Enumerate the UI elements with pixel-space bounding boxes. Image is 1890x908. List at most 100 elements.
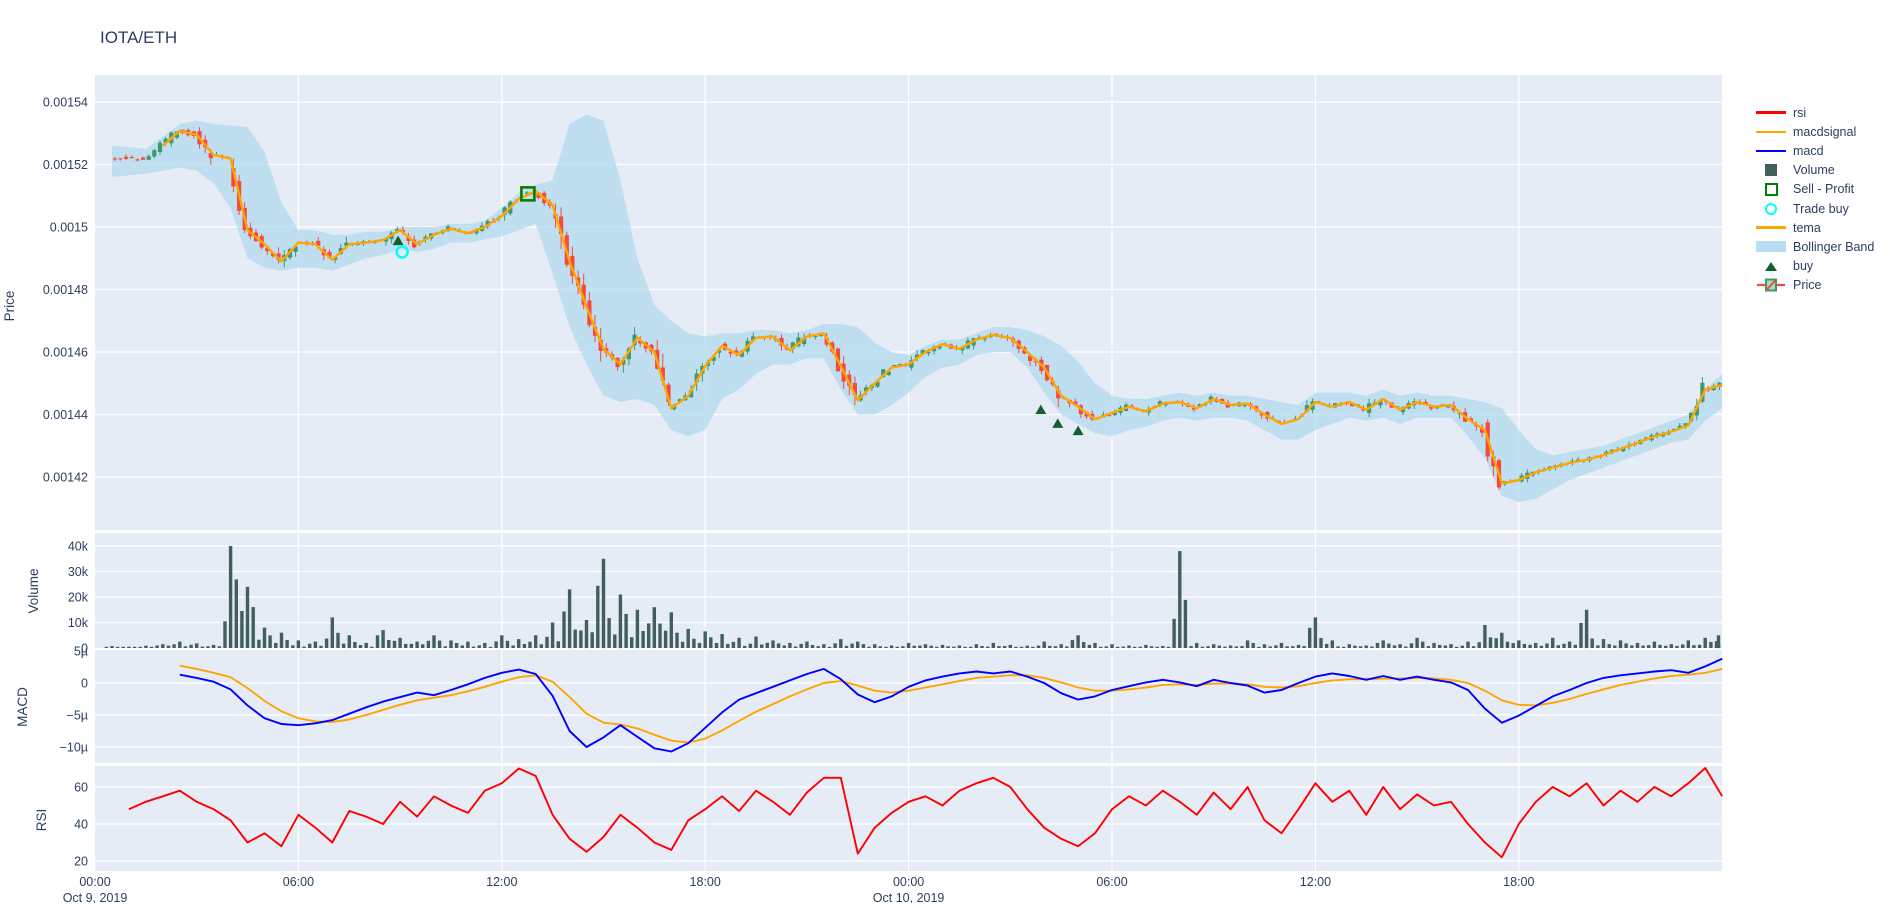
volume-bar xyxy=(1330,640,1334,649)
candle-body xyxy=(536,192,541,198)
candle-body xyxy=(1242,405,1247,407)
volume-ytick: 40k xyxy=(68,540,89,554)
volume-bar xyxy=(1652,641,1657,648)
volume-bar xyxy=(149,646,154,648)
candle-body xyxy=(157,142,163,152)
volume-bar xyxy=(675,632,679,648)
candle-body xyxy=(265,247,270,252)
price-ytick: 0.00144 xyxy=(43,408,88,422)
volume-bar xyxy=(1195,642,1199,648)
legend-item-label: Bollinger Band xyxy=(1793,239,1875,254)
volume-bar xyxy=(1505,641,1510,648)
legend-item-trade-buy[interactable]: Trade buy xyxy=(1756,199,1874,218)
volume-bar xyxy=(765,642,769,648)
volume-bar xyxy=(810,645,815,648)
legend-item-sell-profit[interactable]: Sell - Profit xyxy=(1756,180,1874,199)
volume-bar xyxy=(635,609,640,649)
volume-bar xyxy=(1302,646,1306,648)
legend-item-macd[interactable]: macd xyxy=(1756,141,1874,160)
volume-bar xyxy=(663,630,668,648)
candle-body xyxy=(1700,382,1705,402)
volume-bar xyxy=(234,579,238,648)
volume-bar xyxy=(392,640,397,648)
candle-body xyxy=(1259,413,1264,416)
volume-bar xyxy=(257,639,261,648)
volume-bar xyxy=(1002,646,1007,648)
legend-item-bollinger-band[interactable]: Bollinger Band xyxy=(1756,237,1874,256)
volume-bar xyxy=(1274,645,1278,648)
legend-item-volume[interactable]: Volume xyxy=(1756,161,1874,180)
legend: rsi macdsignal macd Volume Sell - Profit Trad… xyxy=(1756,103,1874,295)
volume-bar xyxy=(1590,638,1594,648)
volume-bar xyxy=(873,644,877,648)
legend-item-tema[interactable]: tema xyxy=(1756,218,1874,237)
volume-bar xyxy=(1031,646,1035,648)
volume-bar xyxy=(618,594,623,649)
volume-bar xyxy=(1183,599,1188,648)
volume-bar xyxy=(1556,645,1560,648)
volume-bar xyxy=(1716,635,1721,649)
buy-marker xyxy=(392,235,404,246)
volume-bar xyxy=(110,646,114,648)
volume-bar xyxy=(291,645,295,648)
price-ytick: 0.00152 xyxy=(43,158,88,172)
volume-bar xyxy=(1127,645,1131,649)
sell-profit-marker xyxy=(520,186,536,202)
candle-body xyxy=(1446,406,1451,408)
volume-bar xyxy=(827,646,832,648)
volume-bar xyxy=(760,644,764,648)
volume-bar xyxy=(1613,645,1617,648)
candle-body xyxy=(581,284,586,305)
legend-item-buy[interactable]: buy xyxy=(1756,257,1874,276)
volume-bar xyxy=(895,646,899,648)
xtick-time: 00:00 xyxy=(893,875,924,889)
candle-body xyxy=(689,390,694,398)
volume-bar xyxy=(155,645,159,648)
volume-bar xyxy=(1268,646,1272,648)
volume-bar xyxy=(1019,646,1024,648)
legend-item-label: macd xyxy=(1793,143,1824,158)
volume-bar xyxy=(1466,641,1470,648)
volume-bar xyxy=(1375,642,1380,648)
macd-ytick: 5µ xyxy=(74,645,88,659)
legend-item-price[interactable]: Price xyxy=(1756,276,1874,295)
candle-body xyxy=(530,193,535,195)
volume-bar xyxy=(567,589,572,649)
candle-body xyxy=(1491,456,1496,467)
candle-body xyxy=(1378,401,1383,406)
candle-body xyxy=(960,347,965,351)
volume-bar xyxy=(1296,644,1301,648)
volume-bar xyxy=(584,620,589,649)
candle-body xyxy=(711,356,716,361)
legend-item-macdsignal[interactable]: macdsignal xyxy=(1756,122,1874,141)
xtick-time: 12:00 xyxy=(1300,875,1331,889)
volume-bar xyxy=(211,644,216,648)
volume-bar xyxy=(1223,646,1227,648)
xtick-time: 06:00 xyxy=(283,875,314,889)
candle-body xyxy=(802,337,807,344)
volume-bar xyxy=(1432,642,1436,648)
candle-body xyxy=(864,387,869,392)
volume-bar xyxy=(957,645,962,649)
volume-bar xyxy=(573,629,577,648)
volume-bar xyxy=(409,643,414,648)
candle-body xyxy=(909,360,914,368)
volume-bar xyxy=(1025,645,1029,648)
volume-bar xyxy=(308,643,312,648)
volume-bar xyxy=(867,646,871,648)
legend-item-rsi[interactable]: rsi xyxy=(1756,103,1874,122)
chart-title: IOTA/ETH xyxy=(100,28,177,47)
volume-bar xyxy=(534,635,538,649)
volume-bar xyxy=(1234,646,1238,648)
volume-bar xyxy=(590,632,594,648)
volume-bar xyxy=(1262,644,1267,648)
candle-body xyxy=(1423,401,1428,405)
volume-bar xyxy=(912,645,916,648)
circle-open-swatch-icon xyxy=(1756,202,1786,216)
volume-bar xyxy=(1104,646,1108,648)
volume-bar xyxy=(771,640,775,649)
volume-bar xyxy=(240,611,244,648)
volume-bar xyxy=(483,642,487,648)
